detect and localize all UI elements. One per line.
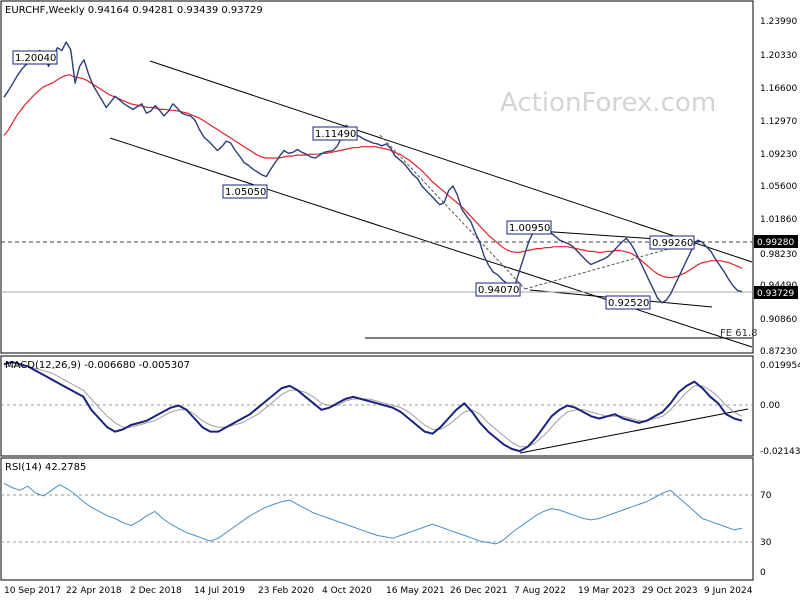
x-axis: 10 Sep 2017 22 Apr 2018 2 Dec 2018 14 Ju… [4,586,753,596]
projection-dash-down [379,134,526,290]
x-tick: 16 May 2021 [386,586,445,596]
x-tick: 19 Mar 2023 [578,586,635,596]
price-tag-resistance-text: 0.99280 [757,238,794,248]
macd-series-group [3,361,743,453]
level-tag-low-2023: 0.92520 [605,295,651,310]
price-y-tick: 0.87230 [760,347,797,357]
macd-panel: MACD(12,26,9) -0.006680 -0.005307 0.0199… [0,355,800,457]
fe-618-label: FE 61.8 [720,328,758,339]
level-tag-high-2024: 0.99260 [649,235,695,250]
price-y-tick: 1.20330 [760,51,797,61]
macd-trendline [519,408,749,454]
macd-panel-title: MACD(12,26,9) -0.006680 -0.005307 [5,360,190,371]
price-tag-resistance-box [754,235,798,248]
x-tick: 14 Jul 2019 [194,586,245,596]
x-tick: 7 Aug 2022 [514,586,566,596]
price-line [3,41,743,304]
x-tick: 2 Dec 2018 [130,586,182,596]
x-tick: 22 Apr 2018 [66,586,122,596]
level-tag-high-2021-box [312,126,358,141]
price-y-tick: 1.09230 [760,150,797,160]
price-y-tick: 0.90860 [760,315,797,325]
x-tick: 4 Oct 2020 [322,586,372,596]
level-tag-high-2022-text: 1.00950 [509,223,550,234]
level-tag-low-2023-text: 0.92520 [608,298,649,309]
rsi-y-tick: 30 [760,538,772,548]
level-tag-low-2022-box [475,282,521,297]
price-y-tick: 1.01860 [760,215,797,225]
price-tag-current-text: 0.93729 [757,289,794,299]
price-tag-current: 0.93729 [754,286,798,299]
level-tag-low-2023-box [605,295,651,310]
level-tag-high-text: 1.20040 [15,53,56,64]
price-y-tick: 1.05600 [760,182,797,192]
level-tag-high-2024-text: 0.99260 [652,238,693,249]
price-tag-current-box [754,286,798,299]
x-tick: 26 Dec 2021 [450,586,508,596]
watermark: ActionForex.com [500,88,716,118]
x-tick: 10 Sep 2017 [4,586,61,596]
level-tag-high-2021-text: 1.11490 [315,129,356,140]
x-tick: 23 Feb 2020 [258,586,314,596]
price-y-tick: 1.16600 [760,84,797,94]
price-panel-title: EURCHF,Weekly 0.94164 0.94281 0.93439 0.… [5,5,263,16]
level-tag-high-2024-box [649,235,695,250]
level-tag-high-2022-box [506,220,552,235]
moving-average-line [3,74,743,279]
price-panel-frame [0,0,754,354]
projection-dash-up [524,242,691,290]
macd-panel-frame [0,355,754,457]
macd-signal-line [4,365,743,448]
level-tag-high: 1.20040 [12,50,58,65]
price-panel: ActionForex.com EURCHF,Weekly 0.94164 0.… [0,0,798,357]
x-tick: 9 Jun 2024 [704,586,753,596]
rsi-series-group [3,482,743,545]
level-tag-low-2019-box [222,184,268,199]
level-tag-low-2022-text: 0.94070 [478,285,519,296]
rsi-panel-title: RSI(14) 42.2785 [5,462,86,473]
level-tag-low-2022: 0.94070 [475,282,521,297]
rsi-panel: RSI(14) 42.2785 70 30 0 [0,457,772,581]
price-y-tick: 0.98230 [760,250,797,260]
price-series-group [3,41,743,304]
x-tick: 29 Oct 2023 [642,586,698,596]
price-y-axis: 1.23990 1.20330 1.16600 1.12970 1.09230 … [760,17,797,357]
rsi-panel-frame [0,457,754,581]
macd-y-tick: 0.019954 [760,361,800,371]
macd-line [3,361,743,453]
rsi-line [3,482,743,545]
level-tag-high-2022: 1.00950 [506,220,552,235]
price-y-tick: 1.23990 [760,17,797,27]
level-tag-high-2021: 1.11490 [312,126,358,141]
macd-y-tick: 0.00 [760,401,780,411]
level-tag-high-box [12,50,58,65]
upper-channel-line [149,60,753,263]
level-tag-low-2019-text: 1.05050 [225,187,266,198]
level-tag-low-2019: 1.05050 [222,184,268,199]
rsi-y-tick: 0 [760,568,766,578]
macd-y-tick: -0.021434 [760,447,800,457]
rsi-y-tick: 70 [760,491,772,501]
price-tag-resistance: 0.99280 [754,235,798,248]
price-y-tick: 1.12970 [760,117,797,127]
